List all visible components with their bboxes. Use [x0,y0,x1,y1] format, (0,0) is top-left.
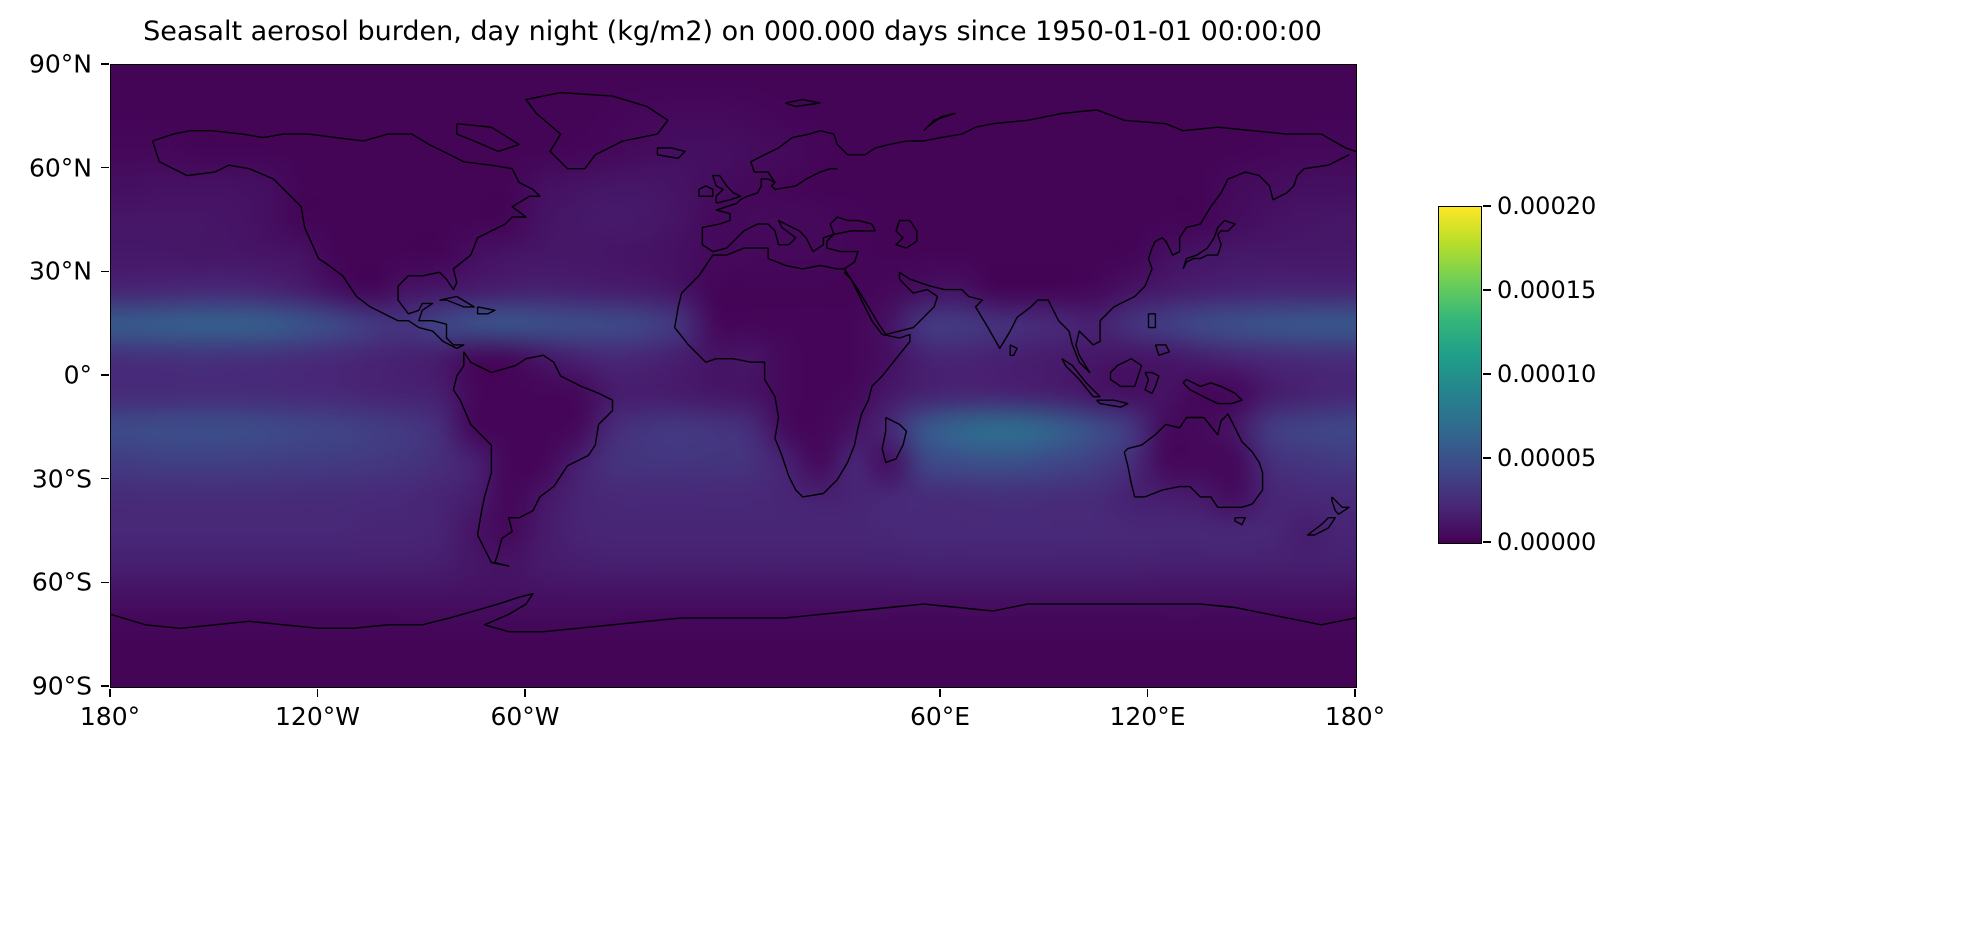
x-tick-mark [1354,689,1356,697]
y-tick-label: 60°N [28,153,92,183]
coastline-svalbard [785,98,821,108]
coastline-caspian-sea [895,219,918,249]
coastline-borneo [1109,358,1143,388]
colorbar-tick-mark [1483,457,1491,459]
heatmap-canvas [111,65,1356,687]
x-tick-mark [316,689,319,697]
y-tick-mark [101,63,109,65]
y-tick-mark [101,685,109,687]
y-tick-label: 0° [63,360,92,390]
coastline-britain [712,174,742,204]
coastline-antarctica [111,593,1356,633]
coastline-africa [674,247,911,498]
coastline-sumatra [1061,358,1101,398]
y-tick-label: 60°S [31,567,92,597]
coastline-australia [1123,413,1264,508]
coastline-south-america [452,351,614,567]
coastline-black-sea [829,216,876,235]
coastline-tasmania [1234,517,1246,526]
y-tick-mark [101,477,109,480]
x-tick-mark [1146,689,1149,697]
colorbar-tick-mark [1483,289,1491,291]
colorbar-tick-label: 0.00015 [1497,276,1597,304]
coastline-new-guinea [1182,378,1243,405]
y-tick-mark [101,166,109,169]
coastline-europe-north [702,168,838,229]
x-tick-mark [109,689,111,697]
x-tick-label: 180° [1324,702,1386,731]
coastline-mindanao [1154,344,1170,356]
x-tick-label: 60°W [490,702,560,731]
x-tick-mark [939,689,941,697]
coastlines-overlay [111,91,1356,633]
coastline-new-zealand-south [1306,517,1336,536]
colorbar-tick-label: 0.00005 [1497,444,1597,472]
coastline-sri-lanka [1009,344,1018,356]
x-tick-mark [524,689,526,697]
y-tick-label: 30°S [31,464,92,494]
coastline-hispaniola [476,306,496,315]
coastline-ireland [698,185,714,197]
x-tick-label: 120°W [275,702,360,731]
colorbar-tick-label: 0.00000 [1497,528,1597,556]
coastline-north-america [151,130,541,350]
colorbar-tick-label: 0.00020 [1497,192,1597,220]
coastline-madagascar [881,416,908,464]
colorbar-tick-mark [1483,541,1491,543]
x-tick-label: 60°E [909,702,971,731]
coastline-iceland [656,147,686,159]
coastline-asia-pacific-indian-coast [843,154,1350,374]
coastline-luzon [1147,313,1157,329]
map-plot-area [110,64,1357,688]
coastline-novaya-zemlya [923,112,956,132]
chart-title: Seasalt aerosol burden, day night (kg/m2… [143,16,1322,47]
coastline-cuba [439,295,475,308]
coastline-java [1096,399,1129,408]
y-tick-mark [101,581,109,584]
x-tick-label: 180° [79,702,141,731]
coastline-japan [1182,219,1236,270]
colorbar-tick-mark [1483,205,1491,207]
colorbar-tick-label: 0.00010 [1497,360,1597,388]
coastline-scandinavia-siberia-arctic [750,109,1356,183]
y-tick-label: 90°S [31,671,92,701]
coastline-greenland [525,91,669,170]
coastline-sulawesi [1144,371,1160,394]
x-tick-label: 120°E [1109,702,1186,731]
y-tick-mark [101,374,109,376]
coastline-europe-mediterranean [701,219,859,270]
y-tick-label: 30°N [28,256,92,286]
colorbar-tick-mark [1483,373,1491,375]
coastline-new-zealand-north [1331,496,1350,515]
colorbar [1438,206,1482,544]
coastline-baffin-island [456,123,520,153]
y-tick-mark [101,270,109,273]
y-tick-label: 90°N [28,49,92,79]
